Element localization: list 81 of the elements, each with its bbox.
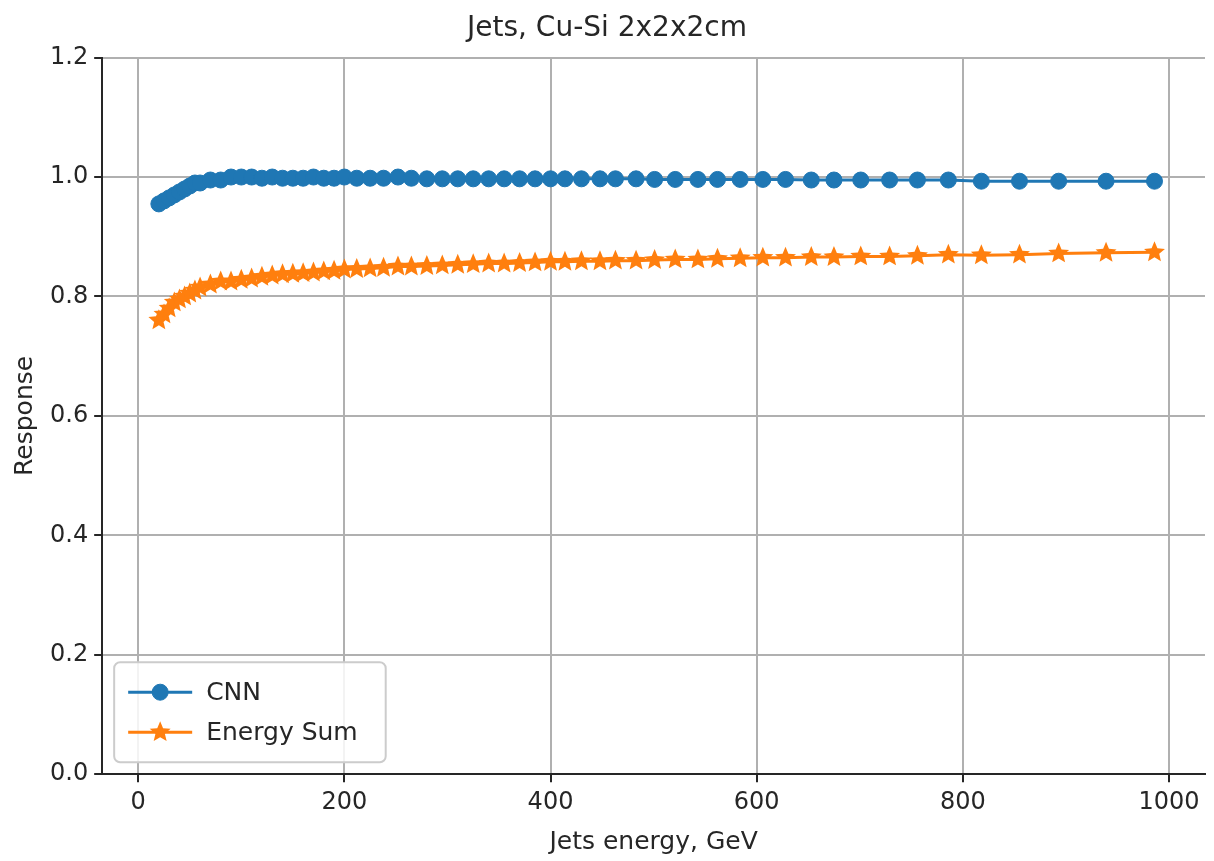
point: [881, 171, 899, 189]
point: [850, 245, 872, 266]
legend-label: CNN: [206, 676, 262, 706]
point: [556, 170, 574, 188]
point: [462, 253, 484, 274]
point: [1144, 241, 1165, 262]
point: [526, 170, 544, 188]
point: [627, 170, 645, 188]
point: [554, 250, 576, 271]
point: [1095, 241, 1117, 262]
point: [604, 249, 626, 270]
point: [433, 170, 451, 188]
y-tick-label: 0.4: [50, 519, 89, 548]
point: [937, 243, 959, 264]
point: [606, 170, 624, 188]
point: [852, 171, 870, 189]
point: [908, 171, 926, 189]
y-tick-label: 1.2: [50, 41, 89, 70]
point: [511, 170, 529, 188]
point: [416, 255, 438, 275]
point: [800, 246, 822, 266]
point: [449, 170, 467, 188]
point: [802, 171, 820, 189]
x-tick-label: 0: [130, 786, 146, 815]
point: [524, 251, 546, 272]
y-tick-label: 1.0: [50, 161, 89, 190]
point: [480, 170, 498, 188]
point: [906, 244, 928, 265]
chart-title: Jets, Cu-Si 2x2x2cm: [465, 10, 747, 44]
y-tick-label: 0.8: [50, 280, 89, 309]
y-tick-label: 0.2: [50, 639, 89, 667]
legend-label: Energy Sum: [206, 716, 358, 746]
x-tick-label: 200: [321, 786, 368, 815]
x-tick-label: 600: [733, 786, 780, 815]
point: [542, 170, 560, 188]
point: [495, 170, 513, 188]
point: [464, 170, 482, 188]
point: [939, 171, 957, 189]
point: [1010, 172, 1028, 190]
point: [591, 170, 609, 188]
point: [754, 170, 772, 188]
point: [402, 169, 420, 187]
point: [666, 170, 684, 188]
point: [644, 249, 666, 269]
point: [664, 248, 686, 269]
point: [493, 252, 515, 273]
point: [572, 170, 590, 188]
point: [752, 246, 774, 267]
point: [825, 171, 843, 189]
point: [1146, 172, 1163, 190]
point: [775, 246, 796, 267]
point: [418, 170, 436, 188]
point: [879, 245, 901, 266]
point: [1097, 172, 1115, 190]
x-tick-label: 800: [939, 786, 986, 815]
point: [707, 247, 728, 268]
point: [646, 170, 664, 188]
y-axis-title: Response: [8, 355, 38, 476]
y-tick-label: 0.0: [50, 758, 89, 787]
x-tick-label: 1000: [1138, 786, 1200, 815]
point: [777, 170, 795, 188]
point: [972, 172, 990, 190]
y-tick-label: 0.6: [50, 400, 89, 429]
point: [689, 170, 707, 188]
point: [625, 249, 647, 270]
point: [970, 244, 992, 265]
point: [431, 254, 453, 275]
point: [447, 253, 469, 274]
point: [823, 246, 845, 266]
x-tick-label: 400: [527, 786, 574, 815]
point: [731, 170, 749, 188]
x-axis-title: Jets energy, GeV: [547, 825, 758, 855]
point: [375, 169, 393, 187]
point: [687, 248, 709, 269]
point: [1050, 172, 1068, 190]
point: [1009, 243, 1030, 264]
point: [589, 250, 611, 271]
point: [1048, 242, 1070, 263]
point: [708, 170, 726, 188]
point: [729, 247, 751, 268]
point: [570, 250, 592, 271]
